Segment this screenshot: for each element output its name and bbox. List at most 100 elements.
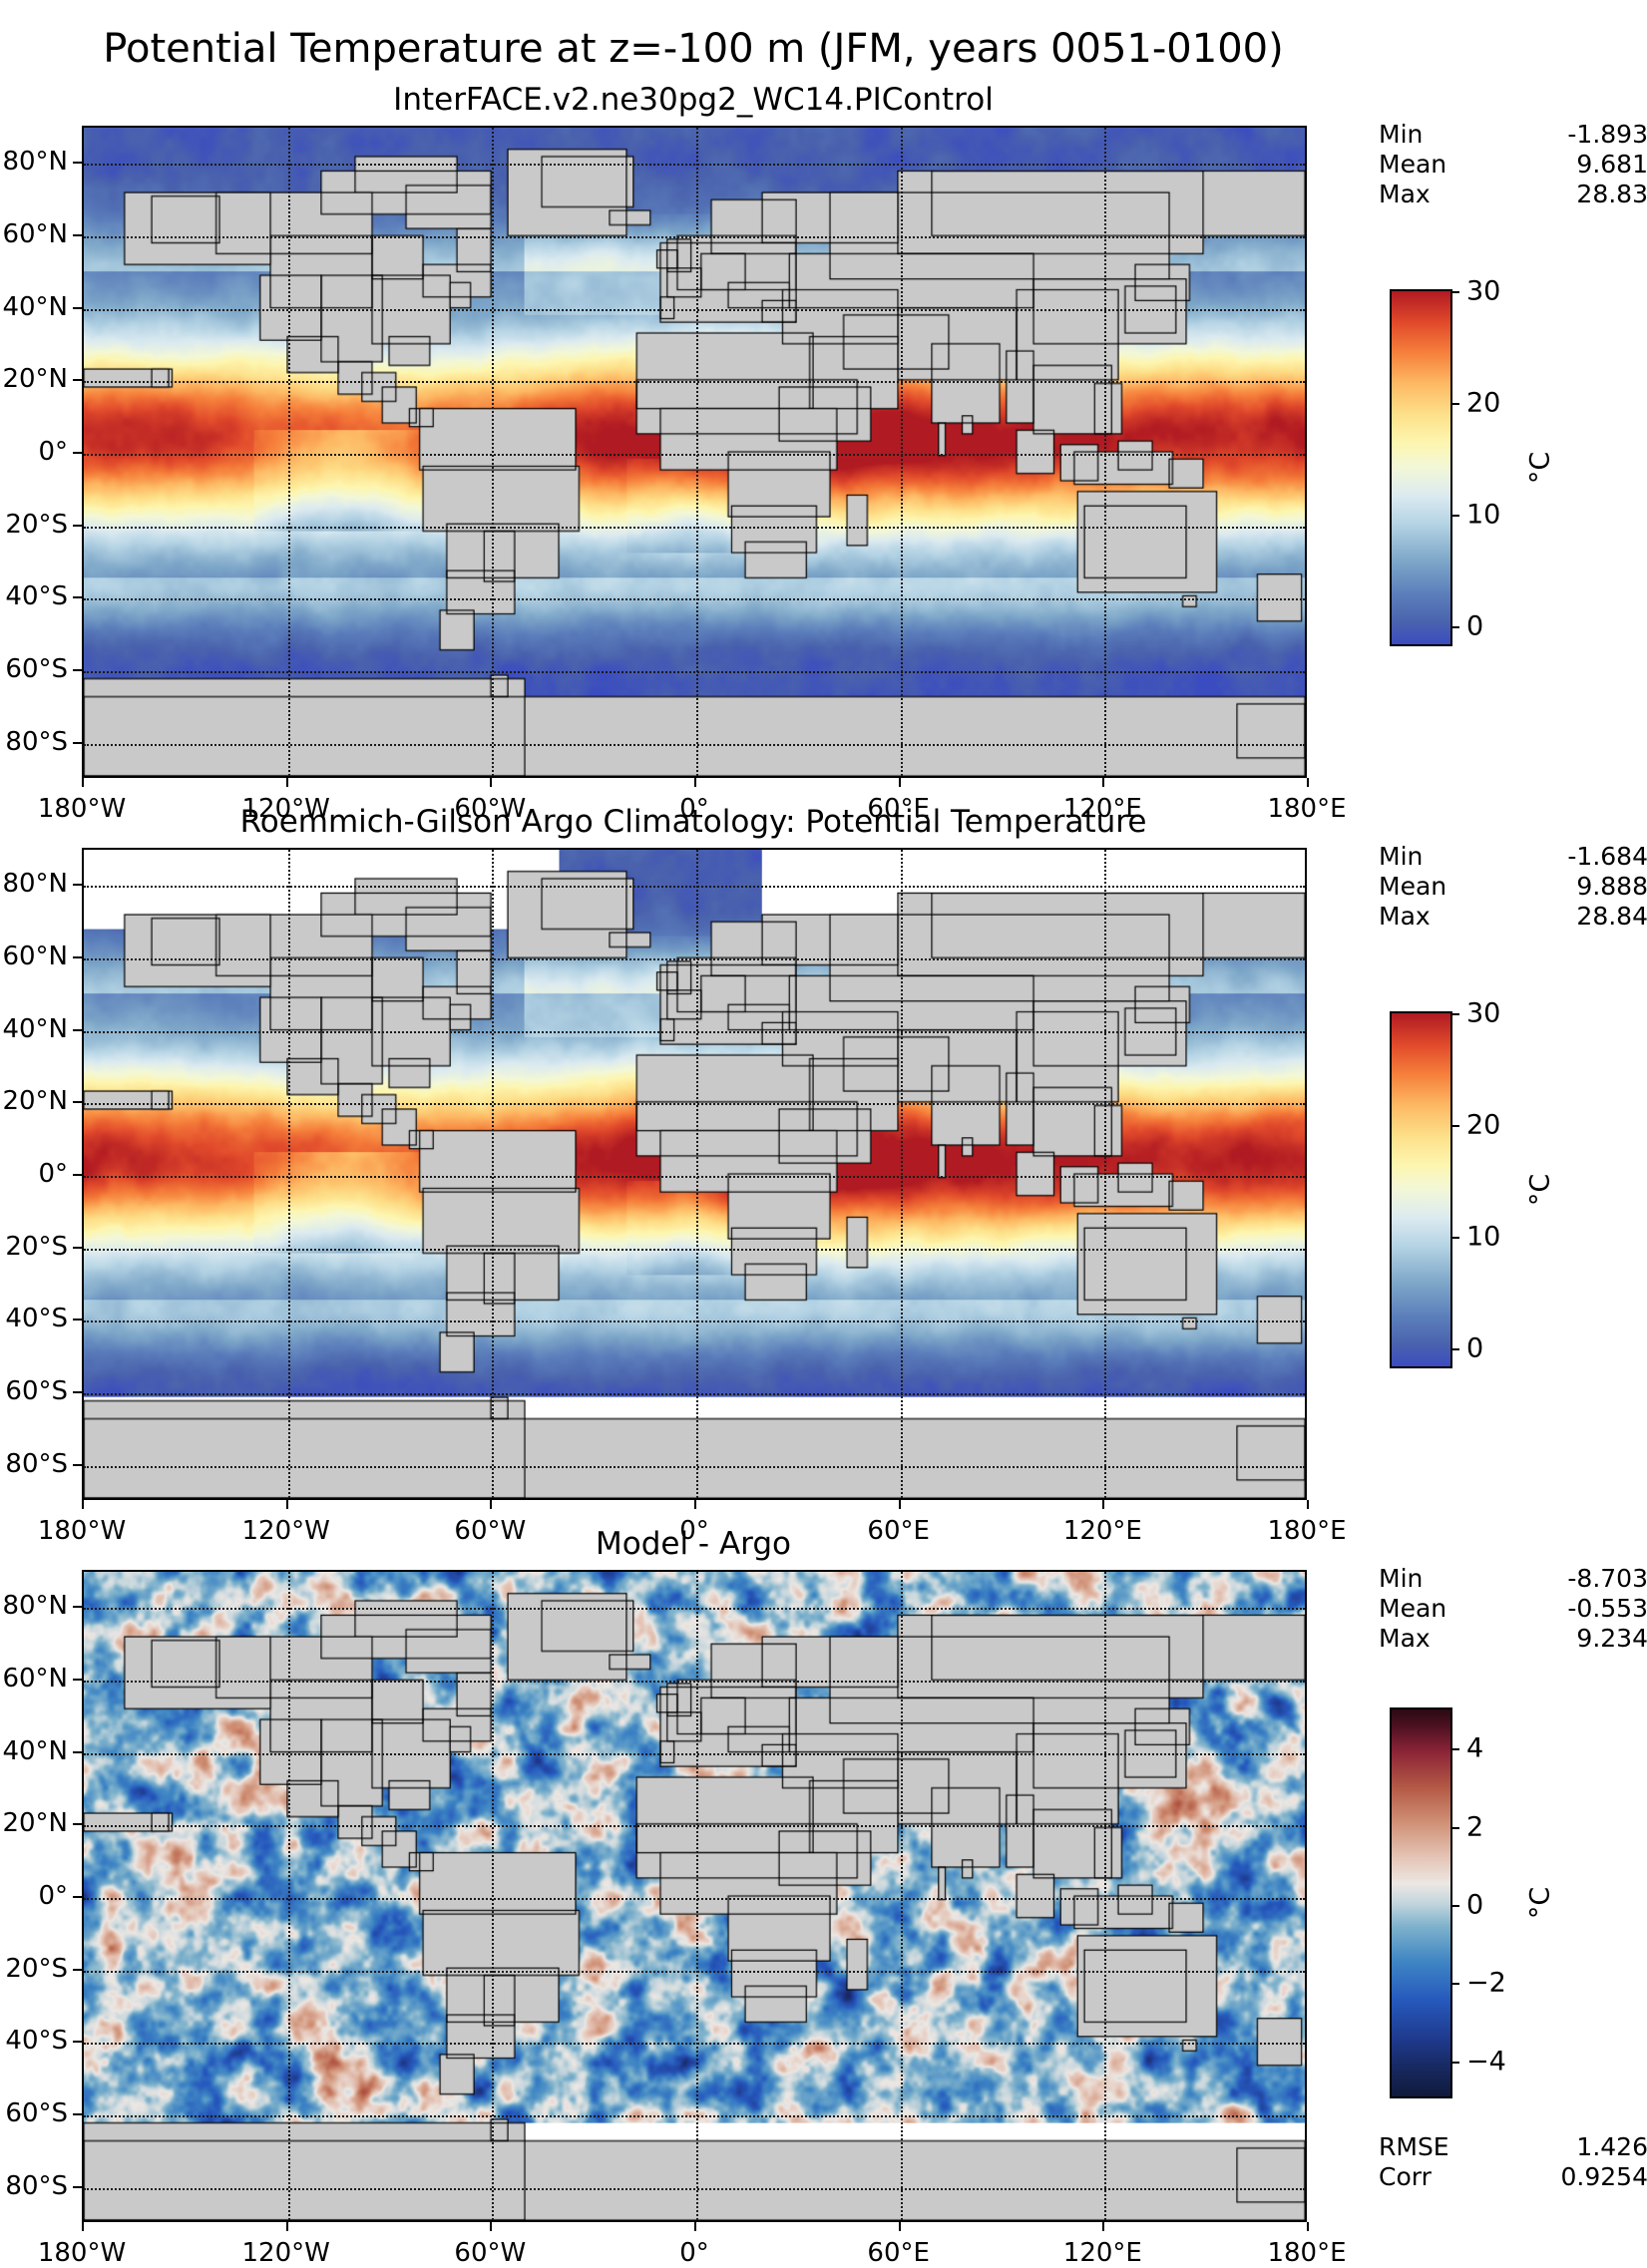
y-tick-label: 60°N bbox=[2, 1664, 68, 1694]
x-tick-mark bbox=[285, 1500, 288, 1509]
x-tick-label: 180°E bbox=[1267, 794, 1347, 824]
y-tick-label: 40°S bbox=[5, 2026, 68, 2057]
y-tick-label: 40°S bbox=[5, 1304, 68, 1334]
colorbar-tick-mark bbox=[1450, 1983, 1459, 1986]
y-tick-mark bbox=[73, 524, 82, 527]
y-tick-mark bbox=[73, 2041, 82, 2044]
colorbar-model[interactable]: °C 30 20 10 0 bbox=[1390, 276, 1556, 646]
stats-row: Min -8.703 bbox=[1379, 1564, 1647, 1594]
map-canvas-difference bbox=[84, 1572, 1305, 2220]
y-tick-label: 60°N bbox=[2, 219, 68, 249]
map-axes-argo[interactable] bbox=[82, 848, 1307, 1500]
x-tick-mark bbox=[694, 1500, 696, 1509]
y-tick-label: 20°S bbox=[5, 1953, 68, 1984]
colorbar-tick-mark bbox=[1450, 1236, 1459, 1239]
skill-row: Corr 0.9254 bbox=[1379, 2162, 1647, 2192]
x-tick-label: 60°W bbox=[454, 1516, 527, 1546]
colorbar-tick-label: 10 bbox=[1466, 1221, 1501, 1253]
x-tick-label: 120°E bbox=[1062, 794, 1142, 824]
colorbar-tick-mark bbox=[1450, 1124, 1459, 1127]
x-tick-label: 120°W bbox=[241, 2238, 330, 2268]
x-tick-mark bbox=[898, 2222, 901, 2231]
stats-value: -8.703 bbox=[1567, 1564, 1647, 1593]
x-tick-label: 60°W bbox=[454, 2238, 527, 2268]
stats-row: Mean -0.553 bbox=[1379, 1594, 1647, 1624]
y-tick-label: 60°S bbox=[5, 2098, 68, 2128]
x-tick-mark bbox=[898, 778, 901, 787]
panel-title-model: InterFACE.v2.ne30pg2_WC14.PIControl bbox=[393, 82, 994, 118]
stats-key: Max bbox=[1379, 902, 1431, 931]
map-axes-model[interactable] bbox=[82, 126, 1307, 778]
y-tick-mark bbox=[73, 162, 82, 165]
y-tick-label: 80°S bbox=[5, 726, 68, 757]
colorbar-difference[interactable]: °C 4 2 0 −2 −4 bbox=[1390, 1707, 1556, 2098]
colorbar-tick-mark bbox=[1450, 1347, 1459, 1350]
stats-row: Mean 9.888 bbox=[1379, 872, 1647, 902]
y-tick-label: 0° bbox=[38, 1159, 68, 1189]
x-tick-label: 60°E bbox=[867, 2238, 930, 2268]
y-tick-mark bbox=[73, 306, 82, 309]
x-tick-label: 0° bbox=[679, 2238, 709, 2268]
figure-suptitle: Potential Temperature at z=-100 m (JFM, … bbox=[103, 26, 1284, 72]
y-tick-label: 20°N bbox=[2, 364, 68, 395]
colorbar-tick-mark bbox=[1450, 2061, 1459, 2064]
y-tick-mark bbox=[73, 669, 82, 671]
y-tick-mark bbox=[73, 1823, 82, 1826]
map-axes-difference[interactable] bbox=[82, 1570, 1307, 2222]
y-tick-label: 60°N bbox=[2, 942, 68, 971]
stats-row: Max 28.84 bbox=[1379, 902, 1647, 932]
colorbar-tick-label: 20 bbox=[1466, 387, 1501, 419]
x-tick-mark bbox=[1307, 1500, 1309, 1509]
stats-key: Max bbox=[1379, 180, 1431, 208]
stats-model: Min -1.893 Mean 9.681 Max 28.83 bbox=[1379, 120, 1647, 209]
x-tick-mark bbox=[490, 778, 493, 787]
skill-key: Corr bbox=[1379, 2162, 1432, 2191]
y-tick-label: 60°S bbox=[5, 654, 68, 684]
colorbar-tick-label: −4 bbox=[1466, 2046, 1506, 2078]
y-tick-mark bbox=[73, 1896, 82, 1898]
y-tick-mark bbox=[73, 1463, 82, 1466]
x-tick-mark bbox=[490, 1500, 493, 1509]
colorbar-tick-label: 30 bbox=[1466, 997, 1501, 1029]
y-tick-mark bbox=[73, 2185, 82, 2188]
x-tick-mark bbox=[898, 1500, 901, 1509]
colorbar-argo[interactable]: °C 30 20 10 0 bbox=[1390, 998, 1556, 1368]
stats-value: 9.888 bbox=[1576, 872, 1647, 901]
x-tick-mark bbox=[1102, 2222, 1105, 2231]
colorbar-tick-label: 10 bbox=[1466, 499, 1501, 531]
colorbar-tick-mark bbox=[1450, 402, 1459, 405]
y-tick-label: 80°N bbox=[2, 1591, 68, 1622]
y-tick-mark bbox=[73, 234, 82, 236]
stats-value: 28.84 bbox=[1576, 902, 1647, 931]
map-canvas-model bbox=[84, 128, 1305, 776]
x-tick-mark bbox=[1102, 1500, 1105, 1509]
stats-key: Mean bbox=[1379, 150, 1447, 179]
y-tick-mark bbox=[73, 596, 82, 599]
y-tick-mark bbox=[73, 1028, 82, 1031]
y-tick-label: 20°N bbox=[2, 1808, 68, 1839]
x-tick-mark bbox=[694, 2222, 696, 2231]
y-tick-mark bbox=[73, 1246, 82, 1249]
stats-value: 28.83 bbox=[1576, 180, 1647, 208]
colorbar-tick-mark bbox=[1450, 1826, 1459, 1829]
skill-key: RMSE bbox=[1379, 2132, 1449, 2161]
colorbar-tick-mark bbox=[1450, 291, 1459, 293]
x-tick-label: 0° bbox=[679, 1516, 709, 1546]
x-tick-mark bbox=[490, 2222, 493, 2231]
stats-row: Max 28.83 bbox=[1379, 180, 1647, 209]
y-tick-mark bbox=[73, 1968, 82, 1971]
y-tick-mark bbox=[73, 1750, 82, 1753]
y-tick-label: 80°N bbox=[2, 869, 68, 900]
y-tick-mark bbox=[73, 2113, 82, 2115]
stats-key: Mean bbox=[1379, 872, 1447, 901]
colorbar-tick-mark bbox=[1450, 1748, 1459, 1751]
y-tick-label: 20°N bbox=[2, 1086, 68, 1117]
colorbar-label-difference: °C bbox=[1524, 1886, 1556, 1920]
x-tick-mark bbox=[285, 778, 288, 787]
y-tick-mark bbox=[73, 956, 82, 958]
y-tick-label: 40°N bbox=[2, 1013, 68, 1044]
x-tick-mark bbox=[1102, 778, 1105, 787]
stats-key: Min bbox=[1379, 120, 1424, 149]
panel-title-argo: Roemmich-Gilson Argo Climatology: Potent… bbox=[239, 804, 1147, 840]
y-tick-label: 0° bbox=[38, 1881, 68, 1911]
